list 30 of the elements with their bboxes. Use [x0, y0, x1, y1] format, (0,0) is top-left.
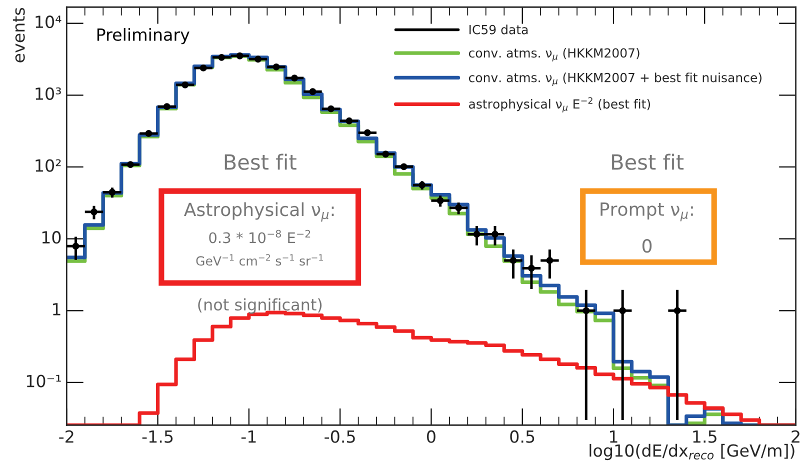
annotation: (not significant) [198, 298, 322, 314]
x-axis-title: log10(dE/dx$_{reco}$ [GeV/m]) [590, 444, 794, 460]
y-tick-label: 10³ [36, 87, 61, 100]
annotation: Prompt ν$_{μ}$: [600, 202, 693, 222]
x-tick-label: -0.5 [324, 430, 355, 443]
legend-label: conv. atms. ν$_{μ}$ (HKKM2007) [468, 48, 640, 62]
y-tick-label: 10⁴ [36, 16, 62, 28]
x-tick-label: 1 [610, 430, 618, 443]
legend-label: conv. atms. ν$_{μ}$ (HKKM2007 + best fit nuisance) [468, 72, 762, 86]
x-tick-label: 0.5 [510, 430, 534, 443]
annotation: Best fit [224, 154, 296, 170]
x-tick-label: 1.5 [693, 430, 716, 443]
legend-label: IC59 data [470, 24, 528, 34]
x-tick-label: -2 [59, 430, 74, 443]
y-tick-label: 10 [42, 231, 61, 244]
x-tick-label: -1.5 [142, 430, 173, 443]
annotation: 0.3 * 10$^{−8}$ E$^{−2}$ [209, 230, 310, 244]
x-tick-label: 2 [792, 430, 800, 443]
legend-label: astrophysical ν$_{μ}$ E$^{−2}$ (best fit) [469, 97, 650, 112]
y-tick-label: 10² [36, 159, 61, 172]
annotation: GeV$^{−1}$ cm$^{−2}$ s$^{−1}$ sr$^{−1}$ [196, 254, 323, 266]
y-axis-title: events [12, 8, 25, 62]
x-tick-label: -1 [241, 430, 256, 443]
annotation: 0 [642, 239, 652, 253]
annotation: Preliminary [97, 28, 190, 44]
annotation: Astrophysical ν$_{μ}$: [184, 202, 334, 222]
x-tick-label: 0 [427, 430, 436, 443]
annotation: Best fit [612, 154, 684, 170]
y-tick-label: 10⁻¹ [26, 374, 61, 388]
y-tick-label: 1 [53, 303, 60, 316]
